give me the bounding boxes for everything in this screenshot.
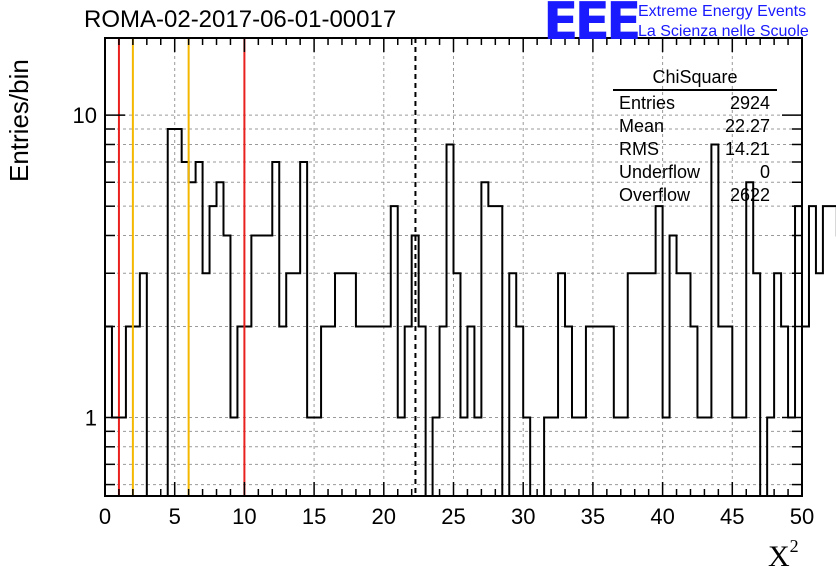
stats-value: 0 [759,162,770,182]
x-tick-label: 10 [232,504,256,529]
stats-key: RMS [619,139,659,159]
stats-value: 2622 [729,185,770,205]
stats-value: 2924 [729,93,770,113]
stats-value: 14.21 [724,139,770,159]
stats-title: ChiSquare [613,67,777,91]
stats-key: Overflow [619,185,691,205]
stats-row-underflow: Underflow 0 [613,161,777,184]
y-tick-label: 1 [85,406,97,431]
logo-line-2: La Scienza nelle Scuole [638,23,809,40]
stats-key: Entries [619,93,676,113]
x-tick-label: 20 [372,504,396,529]
chart-title: ROMA-02-2017-06-01-00017 [84,6,397,33]
x-tick-label: 0 [99,504,111,529]
stats-row-mean: Mean 22.27 [613,115,777,138]
x-tick-label: 30 [511,504,535,529]
stats-key: Underflow [619,162,701,182]
x-tick-label: 15 [302,504,326,529]
stats-row-rms: RMS 14.21 [613,138,777,161]
x-tick-label: 5 [169,504,181,529]
eee-logo-mark: EEE [543,0,642,52]
x-tick-label: 35 [581,504,605,529]
x-tick-label: 45 [720,504,744,529]
y-axis-label: Entries/bin [4,59,34,182]
stats-box: ChiSquare Entries 2924 Mean 22.27 RMS 14… [613,67,777,207]
stats-value: 22.27 [724,116,770,136]
x-tick-label: 50 [790,504,814,529]
x-tick-label: 25 [441,504,465,529]
stats-row-overflow: Overflow 2622 [613,184,777,207]
x-axis-label: X2 [768,536,799,573]
y-tick-label: 10 [73,103,97,128]
logo-line-1: Extreme Energy Events [638,3,807,20]
x-tick-label: 40 [650,504,674,529]
stats-key: Mean [619,116,665,136]
histogram-line [105,128,836,497]
stats-row-entries: Entries 2924 [613,92,777,115]
